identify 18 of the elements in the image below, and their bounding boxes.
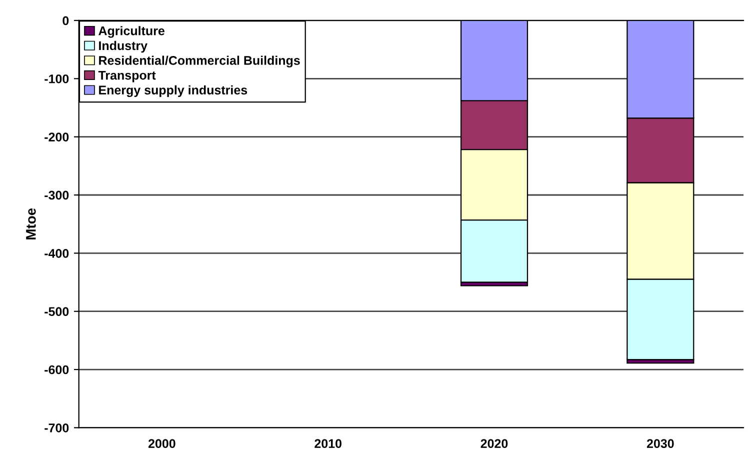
y-axis-title: Mtoe [26, 208, 36, 240]
y-tick-label: -300 [44, 190, 69, 200]
y-tick-label: -500 [44, 307, 69, 316]
y-tick-label: -100 [44, 74, 69, 84]
y-tick-label: -700 [44, 424, 69, 432]
x-tick-label: 2030 [646, 439, 674, 448]
legend-label: Residential/Commercial Buildings [99, 56, 300, 68]
x-tick-label: 2010 [314, 439, 342, 448]
legend-label: Transport [98, 71, 156, 82]
y-tick-label: 0 [62, 16, 69, 26]
y-tick-label: -400 [44, 248, 69, 258]
x-tick-label: 2020 [480, 439, 508, 448]
legend-label: Agriculture [98, 26, 164, 38]
legend-label: Energy supply industries [99, 85, 248, 98]
y-tick-label: -600 [44, 365, 69, 374]
x-tick-label: 2000 [148, 439, 176, 448]
legend-label: Industry [99, 40, 148, 53]
y-tick-label: -200 [44, 132, 69, 142]
